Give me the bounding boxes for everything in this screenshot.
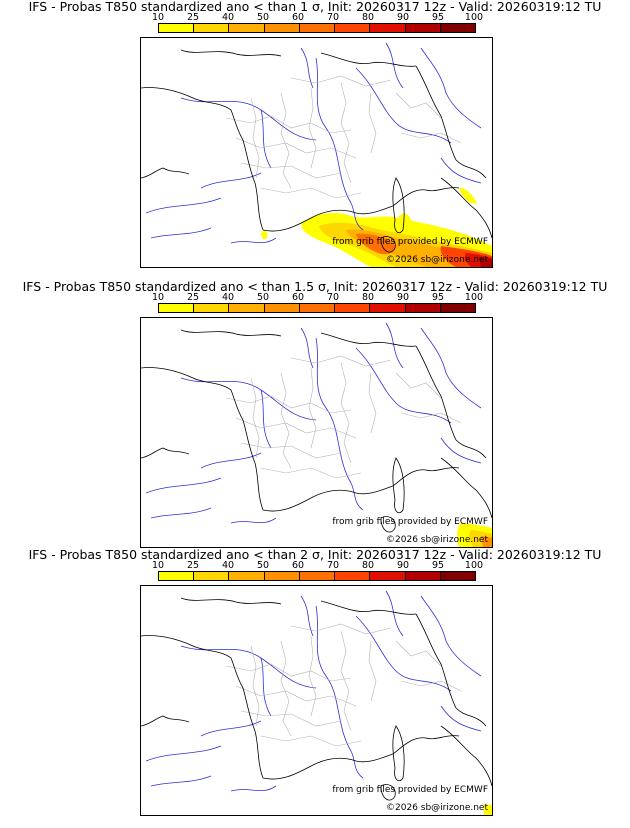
legend-tick: 50 bbox=[256, 292, 270, 303]
legend-tick: 70 bbox=[326, 12, 340, 23]
color-swatch bbox=[440, 572, 475, 580]
legend-tick: 60 bbox=[291, 292, 305, 303]
legend-tick-labels: 10 25 40 50 60 70 80 90 95 100 bbox=[152, 12, 483, 23]
forecast-panel-1p5sigma: IFS - Probas T850 standardized ano < tha… bbox=[0, 280, 630, 548]
legend-tick: 10 bbox=[151, 292, 165, 303]
color-swatch bbox=[194, 24, 230, 32]
prob-area-mid bbox=[481, 536, 492, 547]
color-swatch bbox=[229, 304, 265, 312]
legend-tick: 70 bbox=[326, 560, 340, 571]
color-swatch bbox=[370, 24, 406, 32]
legend-tick: 80 bbox=[361, 560, 375, 571]
legend-tick: 25 bbox=[186, 560, 200, 571]
legend-tick: 10 bbox=[151, 560, 165, 571]
legend-tick: 40 bbox=[221, 292, 235, 303]
map-canvas bbox=[141, 42, 492, 267]
legend-tick: 50 bbox=[256, 12, 270, 23]
color-swatch bbox=[159, 24, 195, 32]
legend-tick: 80 bbox=[361, 12, 375, 23]
copyright-credit: ©2026 sb@irizone.net bbox=[386, 255, 488, 265]
prob-area-low bbox=[483, 804, 492, 815]
color-scale-bar bbox=[158, 303, 476, 313]
legend-tick: 95 bbox=[431, 12, 445, 23]
copyright-credit: ©2026 sb@irizone.net bbox=[386, 803, 488, 813]
legend-tick: 95 bbox=[431, 560, 445, 571]
prob-area-veryhigh bbox=[479, 257, 492, 267]
data-source-credit: from grib files provided by ECMWF bbox=[332, 785, 488, 795]
legend-tick: 100 bbox=[464, 12, 484, 23]
data-source-credit: from grib files provided by ECMWF bbox=[332, 517, 488, 527]
color-swatch bbox=[264, 24, 300, 32]
color-swatch bbox=[440, 304, 475, 312]
color-swatch bbox=[299, 24, 336, 32]
legend-tick-labels: 10 25 40 50 60 70 80 90 95 100 bbox=[152, 292, 483, 303]
legend-tick-labels: 10 25 40 50 60 70 80 90 95 100 bbox=[152, 560, 483, 571]
legend-tick: 25 bbox=[186, 292, 200, 303]
legend-tick: 95 bbox=[431, 292, 445, 303]
map-area: from grib files provided by ECMWF ©2026 … bbox=[140, 585, 493, 816]
probability-overlay bbox=[261, 187, 492, 267]
color-swatch bbox=[194, 304, 230, 312]
legend-tick: 100 bbox=[464, 560, 484, 571]
panel-title: IFS - Probas T850 standardized ano < tha… bbox=[28, 547, 602, 562]
legend-tick: 100 bbox=[464, 292, 484, 303]
legend-tick: 90 bbox=[396, 292, 410, 303]
color-swatch bbox=[405, 304, 441, 312]
color-swatch bbox=[405, 24, 441, 32]
color-swatch bbox=[194, 572, 230, 580]
legend-tick: 60 bbox=[291, 12, 305, 23]
color-swatch bbox=[264, 572, 300, 580]
probability-overlay bbox=[483, 804, 492, 815]
map-area: from grib files provided by ECMWF ©2026 … bbox=[140, 37, 493, 268]
color-swatch bbox=[264, 304, 300, 312]
map-canvas bbox=[141, 590, 492, 815]
basemap bbox=[141, 322, 492, 533]
color-scale-bar bbox=[158, 23, 476, 33]
legend-tick: 10 bbox=[151, 12, 165, 23]
panel-title: IFS - Probas T850 standardized ano < tha… bbox=[22, 279, 608, 294]
legend-tick: 50 bbox=[256, 560, 270, 571]
map-area: from grib files provided by ECMWF ©2026 … bbox=[140, 317, 493, 548]
forecast-panel-2sigma: IFS - Probas T850 standardized ano < tha… bbox=[0, 548, 630, 816]
data-source-credit: from grib files provided by ECMWF bbox=[332, 237, 488, 247]
legend-tick: 60 bbox=[291, 560, 305, 571]
map-canvas bbox=[141, 322, 492, 547]
color-scale-bar bbox=[158, 571, 476, 581]
prob-area-low bbox=[261, 230, 268, 240]
color-swatch bbox=[159, 572, 195, 580]
color-swatch bbox=[229, 24, 265, 32]
color-swatch bbox=[335, 572, 371, 580]
color-swatch bbox=[335, 24, 371, 32]
legend-tick: 25 bbox=[186, 12, 200, 23]
color-swatch bbox=[370, 572, 406, 580]
prob-area-low bbox=[399, 213, 412, 231]
color-swatch bbox=[405, 572, 441, 580]
legend-tick: 70 bbox=[326, 292, 340, 303]
legend-tick: 40 bbox=[221, 560, 235, 571]
legend-tick: 90 bbox=[396, 12, 410, 23]
probability-overlay bbox=[456, 523, 492, 547]
copyright-credit: ©2026 sb@irizone.net bbox=[386, 535, 488, 545]
color-swatch bbox=[335, 304, 371, 312]
legend-tick: 90 bbox=[396, 560, 410, 571]
basemap bbox=[141, 590, 492, 801]
legend-tick: 40 bbox=[221, 12, 235, 23]
prob-area-mid bbox=[356, 233, 396, 255]
legend-tick: 80 bbox=[361, 292, 375, 303]
color-swatch bbox=[440, 24, 475, 32]
forecast-panel-1sigma: IFS - Probas T850 standardized ano < tha… bbox=[0, 0, 630, 268]
prob-area-low bbox=[459, 187, 477, 204]
color-swatch bbox=[299, 572, 336, 580]
color-swatch bbox=[159, 304, 195, 312]
color-swatch bbox=[229, 572, 265, 580]
color-swatch bbox=[370, 304, 406, 312]
color-swatch bbox=[299, 304, 336, 312]
panel-title: IFS - Probas T850 standardized ano < tha… bbox=[28, 0, 602, 14]
